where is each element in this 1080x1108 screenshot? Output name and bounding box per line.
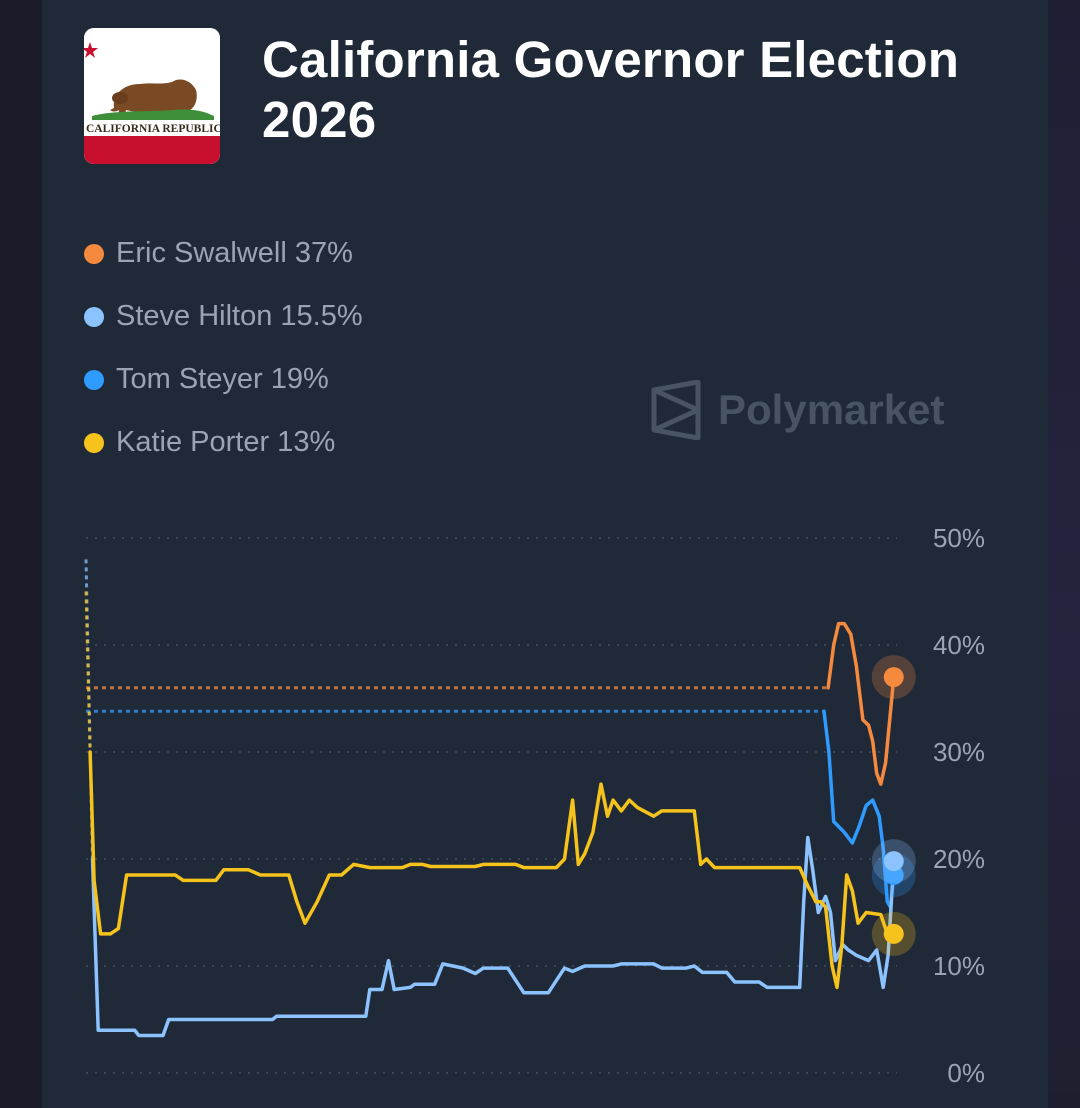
- y-tick-label: 0%: [947, 1058, 985, 1088]
- y-tick-label: 30%: [933, 737, 985, 767]
- polymarket-logo-icon: [651, 380, 701, 440]
- end-marker-katie-porter: [883, 923, 904, 944]
- series-line-steve-hilton: [90, 835, 896, 1038]
- polymarket-watermark: Polymarket: [650, 378, 944, 442]
- legend-item-steyer: Tom Steyer 19%: [84, 348, 363, 411]
- end-marker-eric-swalwell: [883, 667, 904, 688]
- legend-label-porter: Katie Porter 13%: [116, 426, 336, 458]
- legend-item-porter: Katie Porter 13%: [84, 411, 363, 474]
- page-title: California Governor Election 2026: [262, 31, 960, 148]
- legend-label-hilton: Steve Hilton 15.5%: [116, 300, 363, 332]
- legend-label-steyer: Tom Steyer 19%: [116, 363, 329, 395]
- legend-item-hilton: Steve Hilton 15.5%: [84, 285, 363, 348]
- y-tick-label: 50%: [933, 523, 985, 553]
- legend-dot-porter: [84, 432, 104, 453]
- y-tick-label: 20%: [933, 844, 985, 874]
- legend-label-swalwell: Eric Swalwell 37%: [116, 237, 353, 269]
- legend-dot-swalwell: [84, 243, 104, 264]
- end-marker-tom-steyer: [883, 865, 904, 886]
- legend-item-swalwell: Eric Swalwell 37%: [84, 222, 363, 285]
- series-line-eric-swalwell: [826, 621, 896, 786]
- legend-dot-steyer: [84, 369, 104, 390]
- series-line-tom-steyer: [822, 709, 896, 909]
- y-tick-label: 10%: [933, 951, 985, 981]
- flag-text: CALIFORNIA REPUBLIC: [86, 123, 220, 135]
- series-line-katie-porter: [88, 750, 896, 990]
- watermark-text: Polymarket: [718, 386, 945, 433]
- end-marker-steve-hilton: [883, 851, 904, 872]
- series-line-dashed-katie-porter: [84, 591, 92, 753]
- legend-dot-hilton: [84, 306, 104, 327]
- legend: Eric Swalwell 37% Steve Hilton 15.5% Tom…: [84, 222, 363, 474]
- california-flag-icon: CALIFORNIA REPUBLIC: [84, 28, 220, 164]
- chart-card: [42, 0, 1048, 1108]
- y-tick-label: 40%: [933, 630, 985, 660]
